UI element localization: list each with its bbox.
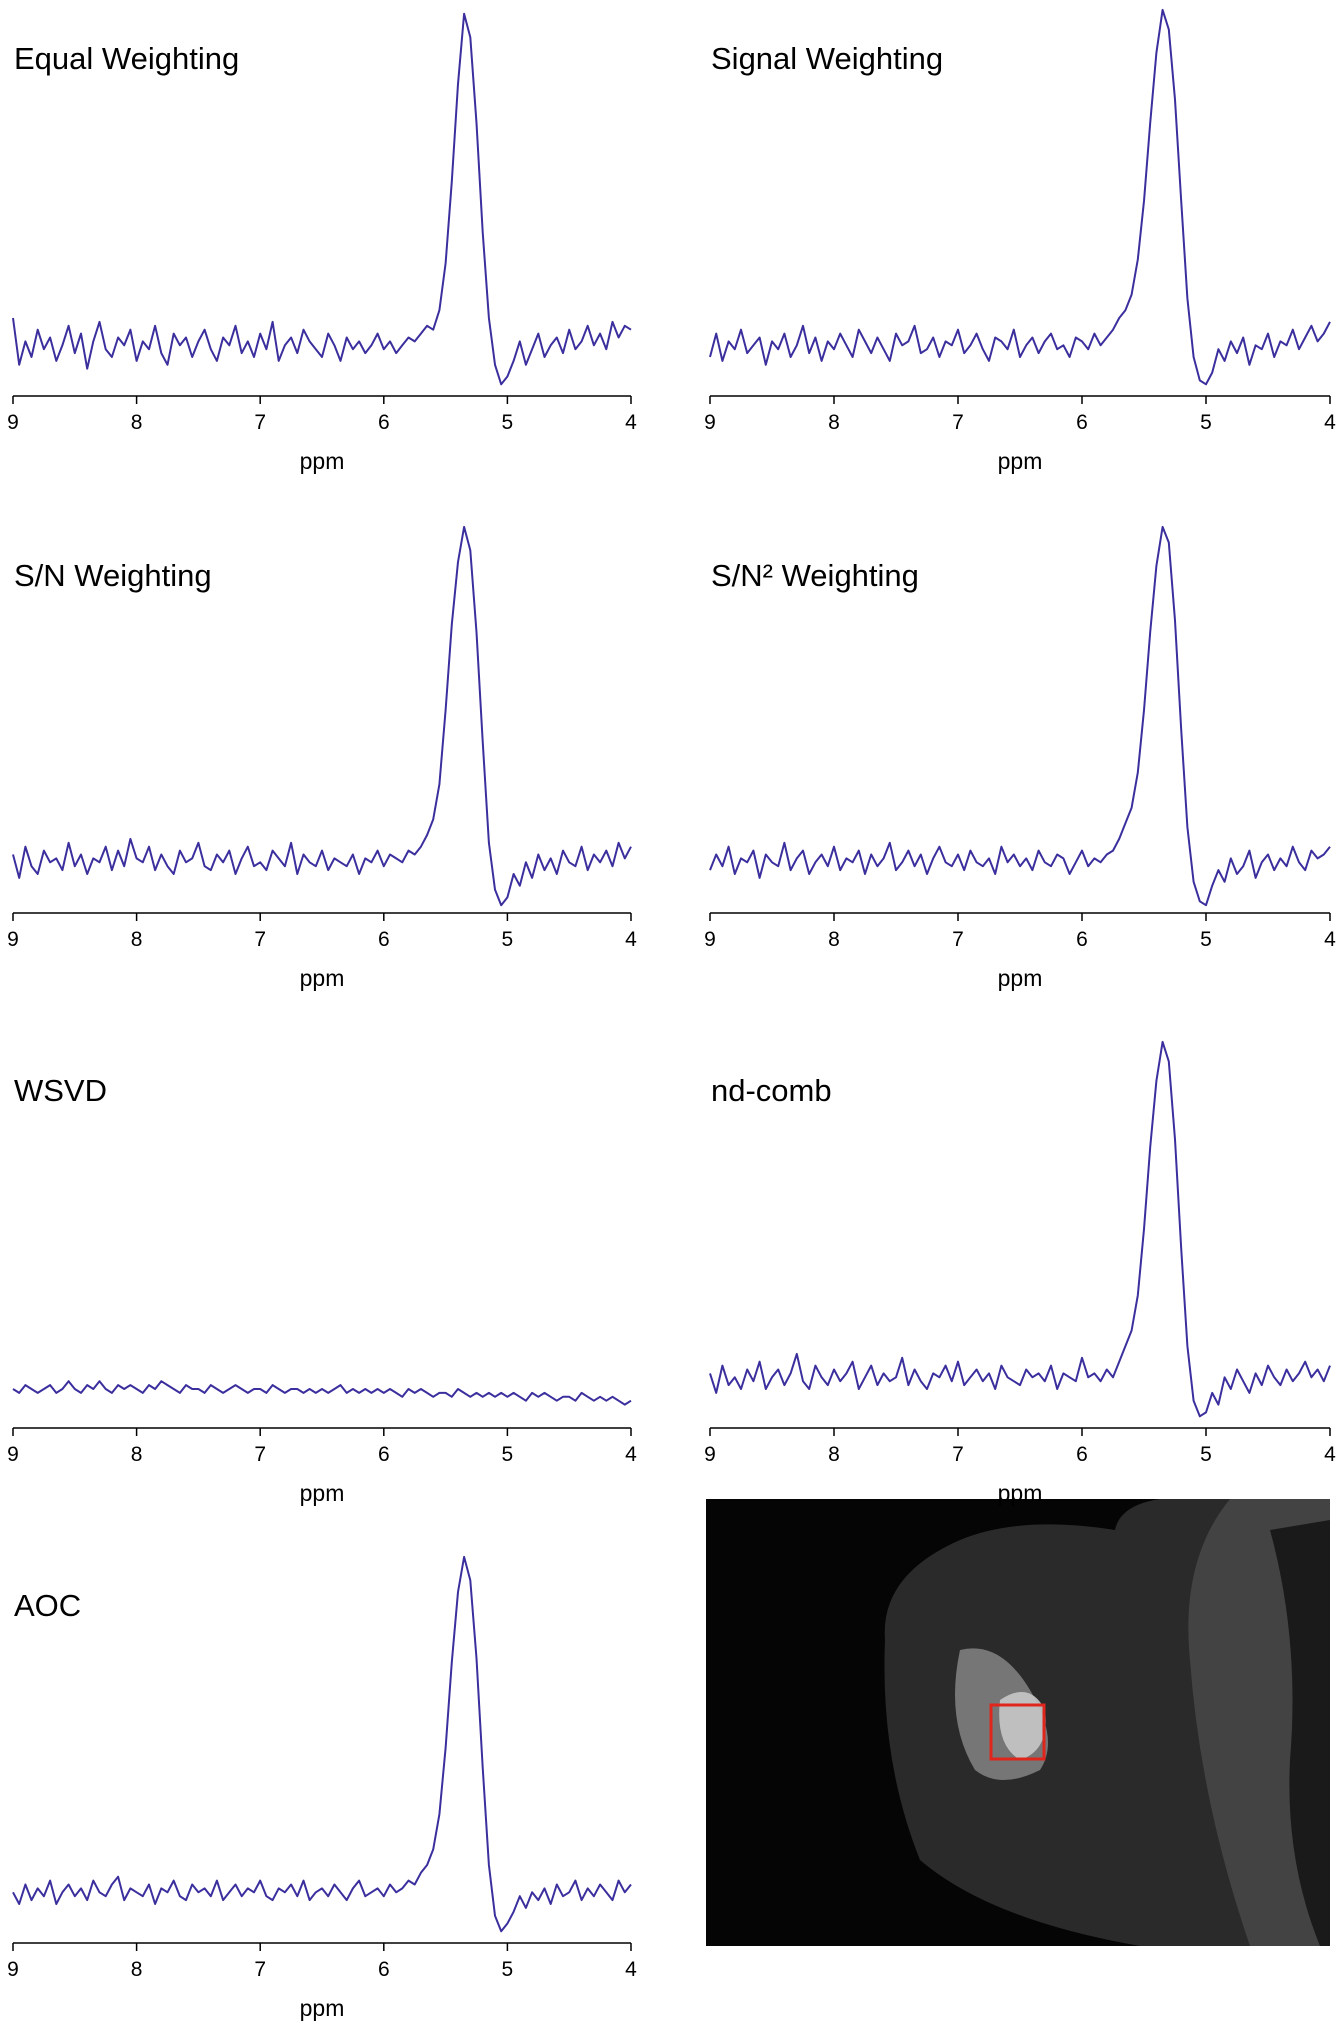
x-tick-label: 9	[7, 411, 19, 434]
x-tick-label: 9	[7, 928, 19, 951]
x-tick-label: 7	[254, 1958, 266, 1981]
x-tick-label: 4	[1324, 1443, 1336, 1466]
spectrum-panel: 9 8 7 6 5 4 ppm Equal Weighting	[7, 12, 637, 474]
x-tick-label: 7	[254, 1443, 266, 1466]
x-tick-label: 9	[7, 1443, 19, 1466]
spectrum-line	[709, 1040, 1331, 1418]
spectrum-line	[709, 525, 1331, 907]
x-tick-label: 9	[704, 1443, 716, 1466]
panel-title: AOC	[14, 1588, 81, 1623]
spectrum-panel: 9 8 7 6 5 4 ppm S/N² Weighting	[704, 525, 1336, 991]
x-tick-label: 5	[502, 1958, 514, 1981]
x-tick-label: 5	[1200, 411, 1212, 434]
x-tick-label: 4	[625, 411, 637, 434]
x-axis-label: ppm	[300, 1480, 345, 1506]
x-axis-label: ppm	[300, 448, 345, 474]
x-tick-label: 6	[1076, 1443, 1088, 1466]
x-tick-label: 5	[502, 1443, 514, 1466]
x-tick-label: 6	[378, 1443, 390, 1466]
x-tick-label: 5	[502, 411, 514, 434]
spectrum-line	[12, 1555, 632, 1933]
x-tick-label: 7	[952, 411, 964, 434]
x-tick-label: 6	[378, 928, 390, 951]
panel-title: Equal Weighting	[14, 41, 239, 76]
spectrum-panel: 9 8 7 6 5 4 ppm nd-comb	[704, 1040, 1336, 1506]
x-axis-label: ppm	[998, 965, 1043, 991]
x-tick-label: 6	[378, 411, 390, 434]
x-tick-label: 8	[828, 928, 840, 951]
x-tick-label: 7	[952, 1443, 964, 1466]
x-tick-label: 9	[704, 411, 716, 434]
x-tick-label: 8	[131, 1443, 143, 1466]
x-axis-label: ppm	[998, 1480, 1043, 1506]
x-tick-label: 8	[828, 411, 840, 434]
panel-title: nd-comb	[711, 1073, 832, 1108]
mri-image	[706, 1499, 1330, 1946]
x-tick-label: 5	[502, 928, 514, 951]
spectrum-line	[12, 12, 632, 386]
x-tick-label: 6	[1076, 928, 1088, 951]
x-tick-label: 4	[1324, 928, 1336, 951]
x-tick-label: 5	[1200, 1443, 1212, 1466]
x-tick-label: 7	[254, 411, 266, 434]
x-tick-label: 7	[254, 928, 266, 951]
panel-title: S/N² Weighting	[711, 558, 919, 593]
x-tick-label: 4	[625, 928, 637, 951]
spectrum-panel: 9 8 7 6 5 4 ppm S/N Weighting	[7, 525, 637, 991]
x-tick-label: 4	[625, 1443, 637, 1466]
x-tick-label: 8	[131, 928, 143, 951]
spectrum-line	[709, 8, 1331, 386]
spectrum-line	[12, 525, 632, 907]
x-tick-label: 8	[828, 1443, 840, 1466]
panel-title: Signal Weighting	[711, 41, 943, 76]
spectrum-panel: 9 8 7 6 5 4 ppm AOC	[7, 1555, 637, 2021]
x-tick-label: 4	[625, 1958, 637, 1981]
x-tick-label: 8	[131, 411, 143, 434]
x-tick-label: 4	[1324, 411, 1336, 434]
x-tick-label: 6	[1076, 411, 1088, 434]
spectrum-panel: 9 8 7 6 5 4 ppm WSVD	[7, 1073, 637, 1506]
x-tick-label: 6	[378, 1958, 390, 1981]
x-tick-label: 9	[704, 928, 716, 951]
x-tick-label: 9	[7, 1958, 19, 1981]
spectrum-line	[12, 1380, 632, 1406]
x-tick-label: 5	[1200, 928, 1212, 951]
x-tick-label: 7	[952, 928, 964, 951]
x-axis-label: ppm	[300, 1995, 345, 2021]
x-axis-label: ppm	[998, 448, 1043, 474]
spectrum-panel: 9 8 7 6 5 4 ppm Signal Weighting	[704, 8, 1336, 474]
x-axis-label: ppm	[300, 965, 345, 991]
panel-title: WSVD	[14, 1073, 107, 1108]
panel-title: S/N Weighting	[14, 558, 212, 593]
x-tick-label: 8	[131, 1958, 143, 1981]
